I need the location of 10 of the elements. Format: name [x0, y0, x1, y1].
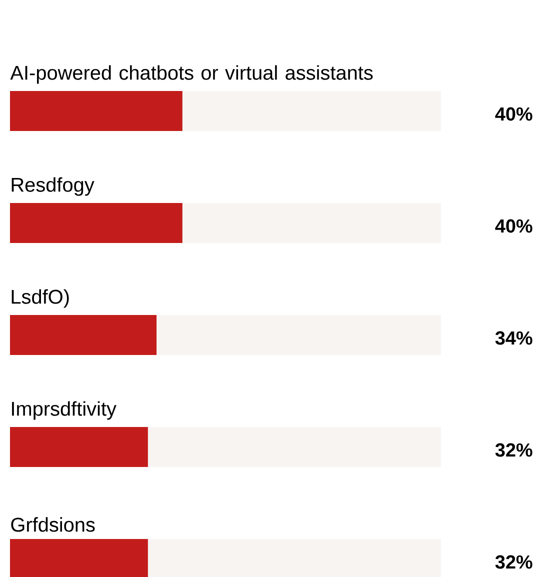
y-tick-label: LsdfO): [12, 289, 69, 308]
y-tick-label: AI-powered chatbots or virtual assistants: [10, 65, 373, 84]
y-tick-label: Grfdsions: [11, 517, 95, 532]
data-label: 40%: [495, 219, 532, 233]
data-label: 32%: [495, 443, 532, 457]
y-tick-label: Imprsdftivity: [12, 401, 116, 420]
data-label: 32%: [495, 555, 532, 569]
data-label: 34%: [495, 331, 532, 345]
y-tick-label: Resdfogy: [12, 177, 94, 196]
data-label: 40%: [495, 107, 532, 121]
